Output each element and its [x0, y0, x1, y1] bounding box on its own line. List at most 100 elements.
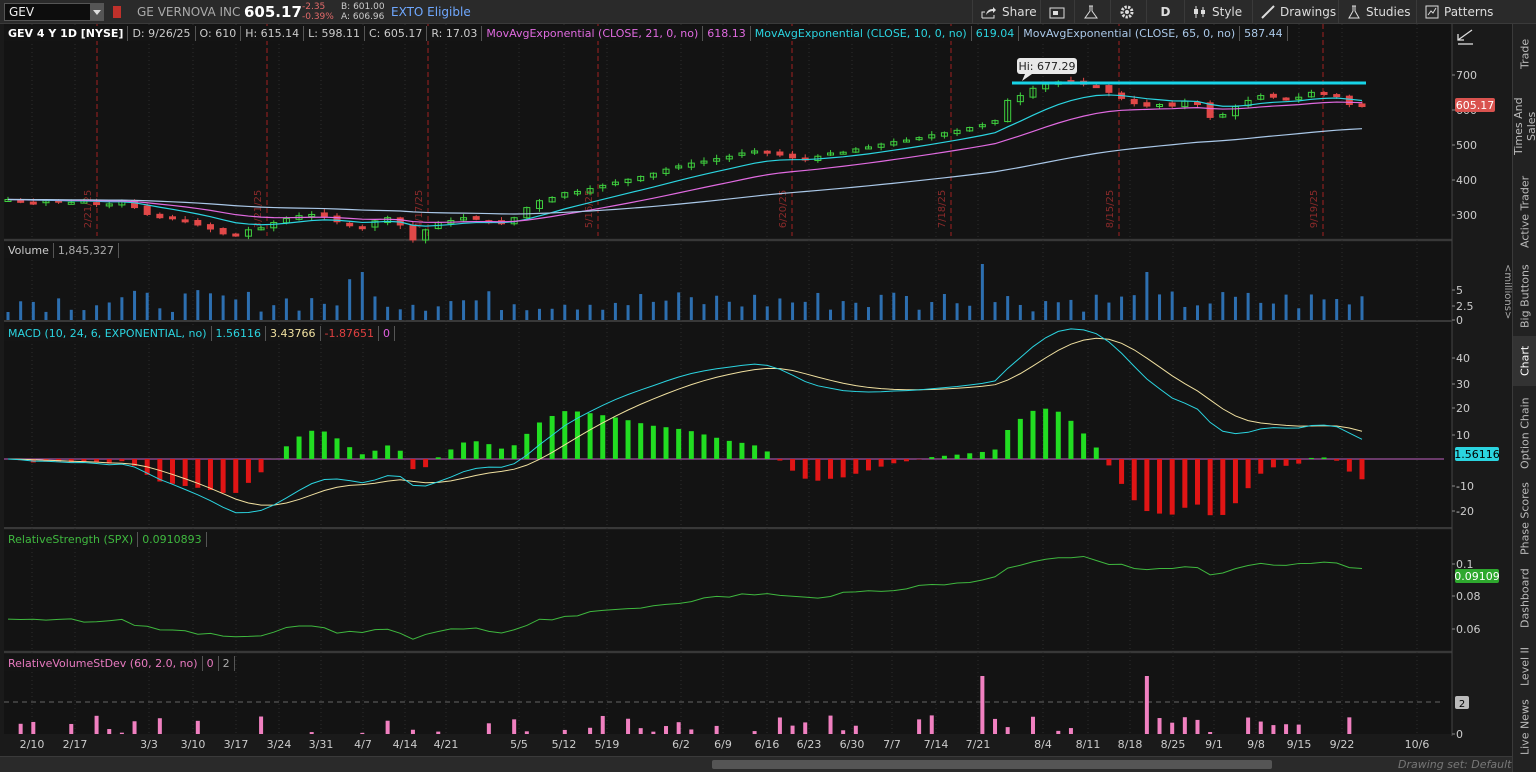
- macd-hist-bar: [929, 457, 935, 459]
- beaker-button[interactable]: [1074, 0, 1110, 24]
- candle: [1333, 94, 1341, 98]
- side-tab-active-trader[interactable]: Active Trader: [1518, 175, 1532, 249]
- macd-hist-bar: [1017, 418, 1023, 459]
- side-tab-live-news[interactable]: Live News: [1518, 699, 1532, 755]
- candle: [966, 127, 974, 132]
- side-tab-level-ii[interactable]: Level II: [1518, 646, 1532, 686]
- flexible-grid-button[interactable]: [1040, 0, 1074, 24]
- rv-title[interactable]: RelativeVolumeStDev (60, 2.0, no): [4, 656, 203, 671]
- volume-bar: [639, 294, 643, 320]
- grid-icon: [1049, 7, 1065, 18]
- symbol-input[interactable]: GEV: [4, 3, 104, 21]
- event-date-label: 3/21/25: [253, 190, 264, 229]
- macd-hist-bar: [296, 436, 302, 459]
- exto-badge[interactable]: EXTO Eligible: [391, 5, 471, 19]
- macd-hist-bar: [688, 431, 694, 459]
- ma10-line[interactable]: [7, 94, 1363, 227]
- candle: [1345, 95, 1353, 105]
- macd-hist-bar: [182, 459, 188, 486]
- candle: [890, 141, 898, 146]
- macd-hist-bar: [1144, 459, 1150, 512]
- side-tab-big-buttons[interactable]: Big Buttons: [1518, 264, 1532, 328]
- share-button[interactable]: Share: [972, 0, 1045, 24]
- drawings-button[interactable]: Drawings: [1252, 0, 1344, 24]
- candle: [940, 132, 948, 137]
- x-axis-label: 10/6: [1405, 738, 1430, 751]
- candle: [1282, 97, 1290, 101]
- candle: [308, 213, 316, 217]
- macd-hist-bar: [600, 415, 606, 459]
- rv-tick: 0: [1456, 728, 1463, 741]
- candle: [232, 233, 240, 237]
- macd-hist-bar: [650, 425, 656, 459]
- candle: [1105, 85, 1113, 93]
- rv-bar: [562, 729, 567, 734]
- x-axis-label: 6/2: [672, 738, 690, 751]
- horizontal-scrollbar[interactable]: [712, 760, 1272, 769]
- macd-hist-bar: [423, 459, 429, 468]
- rv-bar: [119, 732, 124, 734]
- style-button[interactable]: Style: [1184, 0, 1250, 24]
- rv-bar: [94, 715, 99, 734]
- draw-cursor-icon[interactable]: [1457, 29, 1473, 41]
- volume-bar: [942, 294, 946, 320]
- rv-bar: [410, 729, 415, 734]
- macd-hist-bar: [435, 457, 441, 459]
- macd-hist-bar: [94, 459, 100, 463]
- candle: [105, 203, 113, 207]
- patterns-button[interactable]: Patterns: [1416, 0, 1501, 24]
- candle: [169, 216, 177, 220]
- rs-title[interactable]: RelativeStrength (SPX): [4, 532, 139, 547]
- drawing-set-label[interactable]: Drawing set: Default: [1398, 758, 1512, 771]
- side-tab-times-and-sales[interactable]: Times And Sales: [1512, 97, 1536, 155]
- volume-bar: [550, 308, 554, 320]
- hi-callout: [1017, 58, 1077, 74]
- x-axis-label: 9/8: [1247, 738, 1265, 751]
- chart-area[interactable]: 2/21/25 3/21/25 4/17/25 5/16/25 6/20/25 7/18/…: [0, 24, 1512, 756]
- rs-tick: 0.1: [1456, 558, 1474, 571]
- ma21-line[interactable]: [7, 101, 1363, 223]
- ma21-label[interactable]: MovAvgExponential (CLOSE, 21, 0, no): [482, 26, 704, 41]
- event-date-label: 5/16/25: [584, 190, 595, 229]
- symbol-dropdown-icon[interactable]: [90, 4, 104, 20]
- candle: [637, 175, 645, 182]
- period-button[interactable]: D: [1146, 0, 1184, 24]
- rv-bar: [626, 718, 631, 734]
- alert-flag-icon[interactable]: [113, 6, 121, 18]
- side-tab-dashboard[interactable]: Dashboard: [1518, 568, 1532, 628]
- macd-title[interactable]: MACD (10, 24, 6, EXPONENTIAL, no): [4, 326, 212, 341]
- macd-hist-bar: [587, 413, 593, 459]
- studies-button[interactable]: Studies: [1338, 0, 1419, 24]
- volume-bar: [360, 272, 364, 320]
- candle: [181, 219, 189, 223]
- ma10-label[interactable]: MovAvgExponential (CLOSE, 10, 0, no): [750, 26, 972, 41]
- settings-button[interactable]: [1110, 0, 1146, 24]
- volume-bar: [892, 292, 896, 320]
- ma65-line[interactable]: [7, 128, 1363, 215]
- volume-bar: [208, 293, 212, 320]
- volume-bar: [904, 295, 908, 320]
- side-tab-phase-scores[interactable]: Phase Scores: [1518, 482, 1532, 556]
- x-axis-label: 6/9: [714, 738, 732, 751]
- rv-bar: [1068, 728, 1073, 734]
- volume-bar: [588, 304, 592, 320]
- candle: [1307, 91, 1315, 98]
- rv-bar: [841, 730, 846, 734]
- x-axis-label: 5/19: [595, 738, 620, 751]
- candle: [131, 200, 139, 209]
- side-tab-chart[interactable]: Chart: [1513, 336, 1536, 386]
- macd-hist-bar: [1220, 459, 1226, 515]
- pencil-icon: [1261, 5, 1275, 19]
- volume-title[interactable]: Volume: [4, 243, 54, 258]
- macd-hist-bar: [790, 459, 796, 471]
- macd-hist-bar: [385, 445, 391, 459]
- side-tab-trade[interactable]: Trade: [1518, 38, 1532, 70]
- macd-hist-bar: [967, 453, 973, 459]
- svg-text:0.09109: 0.09109: [1454, 570, 1500, 583]
- volume-bar: [1271, 303, 1275, 320]
- x-axis-label: 4/7: [354, 738, 372, 751]
- ma65-label[interactable]: MovAvgExponential (CLOSE, 65, 0, no): [1019, 26, 1241, 41]
- rv-bar: [259, 716, 264, 734]
- side-tab-option-chain[interactable]: Option Chain: [1518, 397, 1532, 469]
- rv-bar: [828, 715, 833, 734]
